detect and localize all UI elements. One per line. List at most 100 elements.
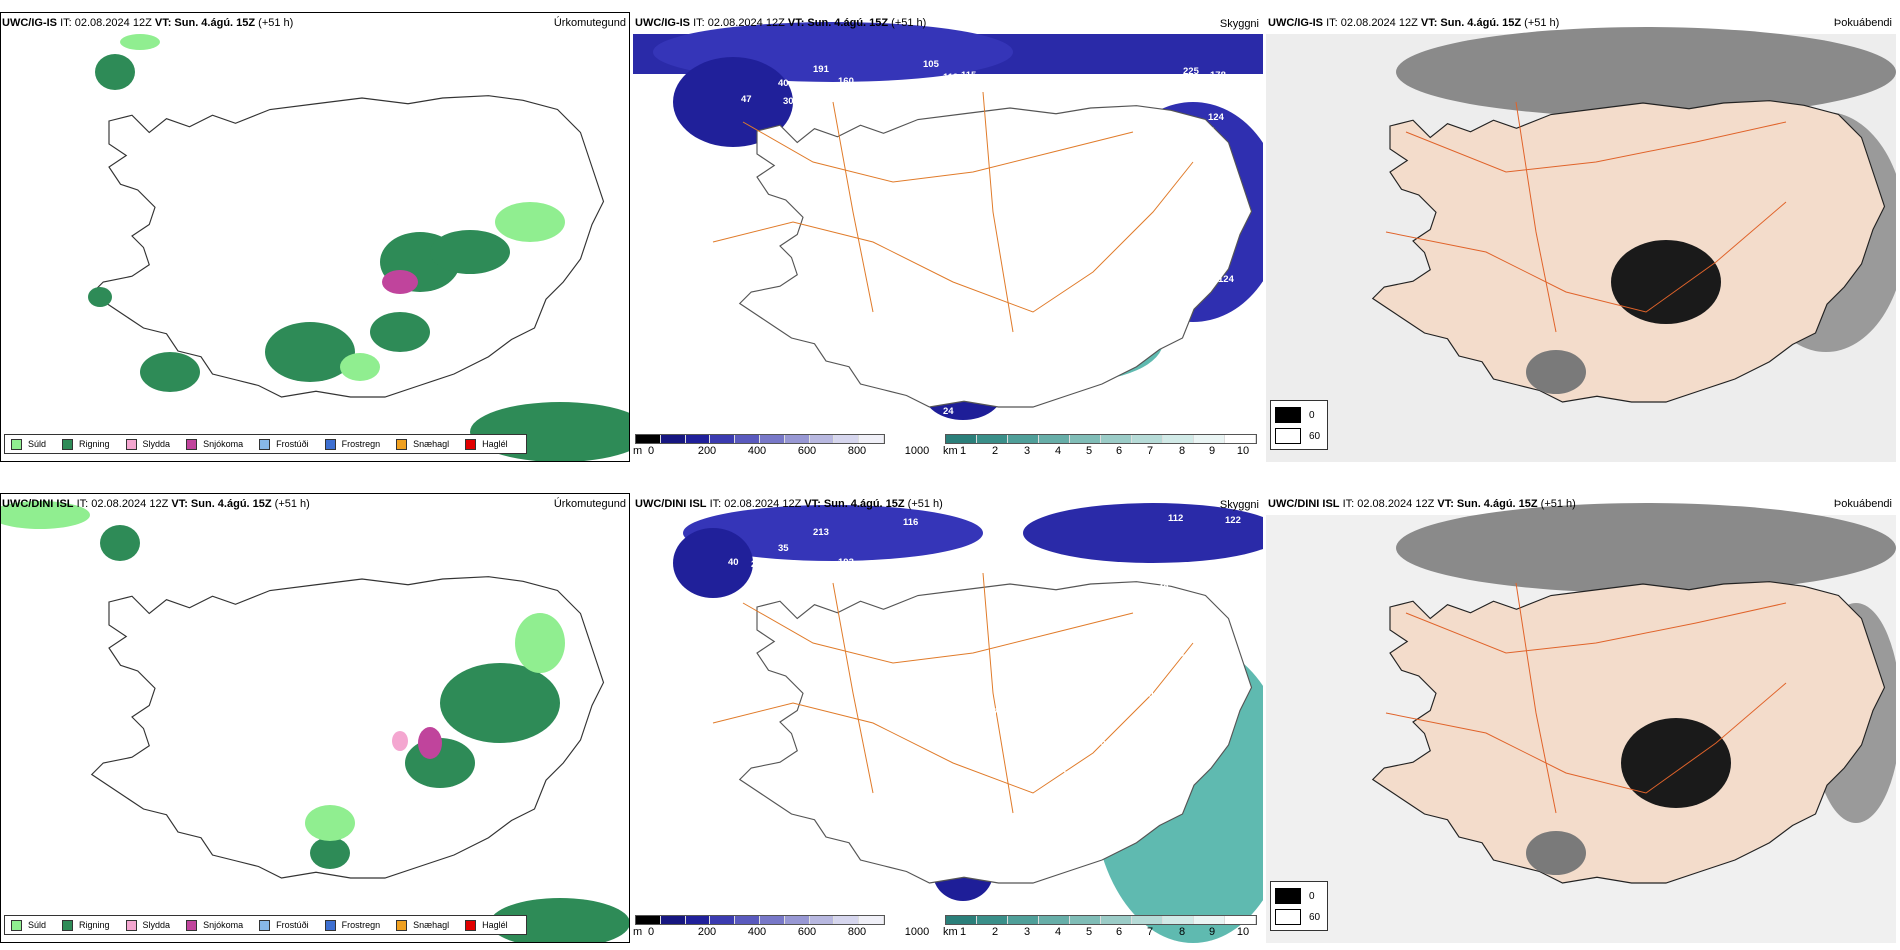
- svg-text:28: 28: [1103, 723, 1114, 734]
- svg-text:37: 37: [1117, 707, 1128, 718]
- swatch-icon: [259, 919, 271, 931]
- fog-map: [1266, 503, 1896, 943]
- swatch-icon: [125, 438, 137, 450]
- svg-text:225: 225: [1183, 66, 1200, 77]
- svg-text:74: 74: [993, 707, 1004, 718]
- svg-text:41: 41: [1145, 725, 1156, 736]
- panel-type-label: Úrkomutegund: [553, 17, 626, 29]
- svg-text:178: 178: [1210, 70, 1226, 81]
- svg-text:143: 143: [889, 104, 905, 115]
- svg-text:193: 193: [838, 557, 854, 568]
- panel-visibility-dini: UWC/DINI ISL IT: 02.08.2024 12Z VT: Sun.…: [633, 493, 1263, 943]
- swatch-icon: [465, 438, 477, 450]
- legend-item: Haglél: [465, 919, 508, 931]
- legend-item: Slydda: [125, 438, 170, 450]
- svg-text:25: 25: [1065, 350, 1076, 361]
- svg-text:30: 30: [783, 96, 794, 107]
- panel-precip-type-dini: UWC/DINI ISL IT: 02.08.2024 12Z VT: Sun.…: [0, 493, 630, 943]
- svg-text:115: 115: [983, 74, 999, 85]
- legend-item: Snæhagl: [396, 438, 449, 450]
- svg-text:64: 64: [943, 831, 954, 842]
- panel-title: UWC/DINI ISL IT: 02.08.2024 12Z VT: Sun.…: [635, 498, 943, 510]
- legend-item: Snæhagl: [396, 919, 449, 931]
- svg-text:27: 27: [1091, 310, 1102, 321]
- svg-text:191: 191: [813, 64, 830, 75]
- map-frame: [0, 12, 630, 462]
- visibility-scale: km 1 2 3 4 5 6 7 8 9 10: [943, 915, 1257, 941]
- svg-text:31: 31: [1181, 653, 1192, 664]
- panel-title: UWC/DINI ISL IT: 02.08.2024 12Z VT: Sun.…: [1268, 498, 1576, 510]
- svg-text:30: 30: [1063, 322, 1074, 333]
- precip-map: [0, 501, 630, 943]
- panel-title: UWC/IG-IS IT: 02.08.2024 12Z VT: Sun. 4.…: [2, 17, 294, 29]
- svg-text:54: 54: [1031, 701, 1042, 712]
- panel-type-label: Skyggni: [1219, 499, 1259, 511]
- svg-text:199: 199: [865, 96, 881, 107]
- svg-text:29: 29: [751, 559, 762, 570]
- svg-text:102: 102: [1233, 204, 1249, 215]
- panel-title: UWC/DINI ISL IT: 02.08.2024 12Z VT: Sun.…: [2, 498, 310, 510]
- svg-text:224: 224: [1228, 559, 1245, 570]
- swatch-icon: [324, 438, 336, 450]
- svg-text:122: 122: [1225, 515, 1241, 526]
- swatch-icon: [465, 919, 477, 931]
- swatch-icon: [396, 919, 408, 931]
- svg-text:30: 30: [1143, 689, 1154, 700]
- legend-item: Haglél: [465, 438, 508, 450]
- legend-item: Rigning: [62, 919, 110, 931]
- visibility-map: 213 116 112 122 193 35 40 29 44 224 153 48 28 41 3…: [633, 503, 1263, 943]
- fog-legend: 0 60: [1270, 881, 1328, 931]
- ceiling-scale: m 0 200 400 600 800 1000: [633, 915, 929, 941]
- svg-text:115: 115: [961, 70, 977, 81]
- svg-text:40: 40: [778, 78, 789, 89]
- legend-item: Snjókoma: [186, 919, 243, 931]
- legend-item: Frostregn: [324, 919, 380, 931]
- panel-visibility-ig: UWC/IG-IS IT: 02.08.2024 12Z VT: Sun. 4.…: [633, 12, 1263, 462]
- swatch-icon: [11, 919, 22, 931]
- swatch-icon: [11, 438, 22, 450]
- swatch-icon: [186, 919, 198, 931]
- swatch-icon: [1275, 909, 1301, 925]
- svg-text:40: 40: [728, 557, 739, 568]
- svg-text:63: 63: [911, 859, 922, 870]
- legend-item: Súld: [11, 438, 46, 450]
- panel-fog-dini: UWC/DINI ISL IT: 02.08.2024 12Z VT: Sun.…: [1266, 493, 1896, 943]
- svg-text:39: 39: [1107, 312, 1118, 323]
- precip-legend: Súld Rigning Slydda Snjókoma Frostúði Fr…: [4, 915, 527, 935]
- svg-text:27: 27: [1139, 711, 1150, 722]
- svg-text:119: 119: [943, 72, 958, 83]
- panel-type-label: Þokuábendi: [1833, 17, 1892, 29]
- swatch-icon: [396, 438, 408, 450]
- svg-text:31: 31: [1183, 665, 1194, 676]
- svg-text:28: 28: [1181, 625, 1192, 636]
- swatch-icon: [62, 438, 74, 450]
- svg-text:50: 50: [1011, 717, 1022, 728]
- svg-text:21: 21: [1061, 769, 1072, 780]
- svg-text:124: 124: [1218, 274, 1235, 285]
- svg-text:48: 48: [1158, 583, 1169, 594]
- svg-text:25: 25: [1095, 737, 1106, 748]
- svg-text:137: 137: [1198, 126, 1214, 137]
- svg-text:23: 23: [943, 869, 954, 880]
- svg-text:213: 213: [813, 527, 829, 538]
- swatch-icon: [186, 438, 198, 450]
- panel-type-label: Úrkomutegund: [553, 498, 626, 510]
- legend-item: Rigning: [62, 438, 110, 450]
- svg-text:142: 142: [1231, 74, 1247, 85]
- svg-text:76: 76: [1011, 695, 1022, 706]
- map-frame: [0, 493, 630, 943]
- visibility-scale: km 1 2 3 4 5 6 7 8 9 10: [943, 434, 1257, 460]
- panel-fog-ig: UWC/IG-IS IT: 02.08.2024 12Z VT: Sun. 4.…: [1266, 12, 1896, 462]
- swatch-icon: [1275, 407, 1301, 423]
- swatch-icon: [125, 919, 137, 931]
- swatch-icon: [324, 919, 336, 931]
- panel-title: UWC/IG-IS IT: 02.08.2024 12Z VT: Sun. 4.…: [635, 17, 927, 29]
- legend-item: Frostúði: [259, 438, 309, 450]
- svg-text:124: 124: [1208, 112, 1225, 123]
- svg-text:153: 153: [1188, 565, 1204, 576]
- swatch-icon: [1275, 888, 1301, 904]
- svg-text:73: 73: [938, 372, 949, 383]
- svg-text:86: 86: [923, 102, 934, 113]
- panel-title: UWC/IG-IS IT: 02.08.2024 12Z VT: Sun. 4.…: [1268, 17, 1560, 29]
